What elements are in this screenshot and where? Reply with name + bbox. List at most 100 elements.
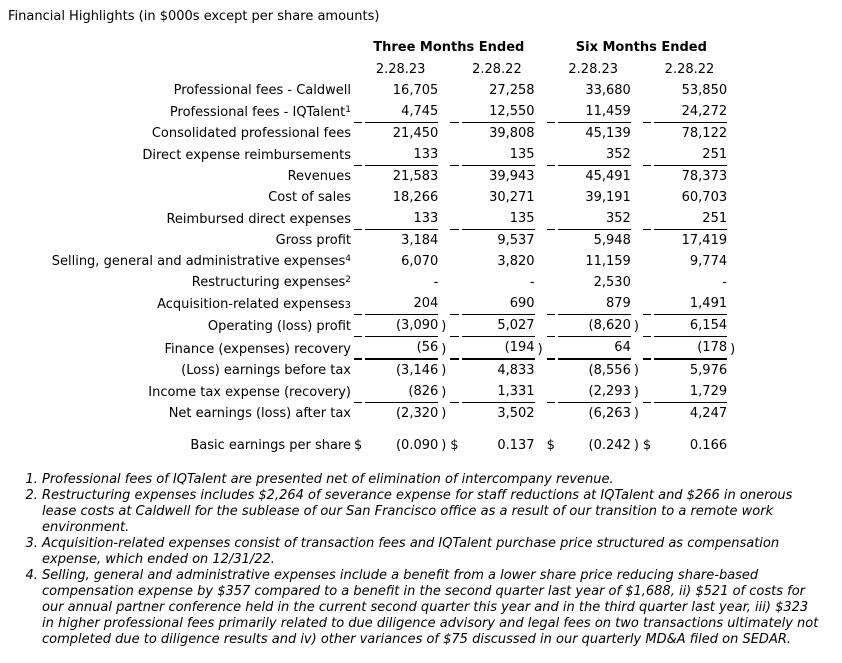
value-cell: 6,154: [654, 315, 728, 337]
value-cell: 135: [461, 144, 535, 166]
table-row: Reimbursed direct expenses 133 135 352 251: [11, 208, 736, 230]
value-cell: 4,745: [365, 101, 439, 123]
currency-cell: [354, 144, 363, 166]
value-cell: 21,450: [392, 126, 439, 141]
value-cell: 6,070: [401, 254, 439, 269]
currency-cell: [643, 166, 651, 187]
currency-cell: [354, 101, 363, 123]
value-cell: 0.137: [497, 438, 535, 453]
currency-cell: $: [354, 438, 363, 453]
currency-cell: [450, 166, 458, 187]
value-cell: (8,620: [557, 315, 631, 337]
table-row: Acquisition-related expenses3 204 690 879 1,…: [11, 293, 736, 315]
currency-cell: [450, 403, 458, 424]
period-header: 2.28.22: [472, 62, 522, 77]
currency-cell: [450, 251, 458, 272]
paren-cell: [538, 315, 544, 337]
footnote-4: Selling, general and administrative expe…: [42, 568, 836, 648]
value-cell: (178: [654, 337, 728, 360]
paren-cell: [441, 230, 447, 251]
currency-cell: [547, 80, 555, 101]
currency-cell: [547, 251, 555, 272]
currency-cell: [450, 293, 459, 315]
paren-cell: [441, 187, 447, 208]
table-row: Direct expense reimbursements 133 135 352 25…: [11, 144, 736, 166]
value-cell: 78,373: [681, 169, 728, 184]
column-group-three-months: Three Months Ended: [373, 40, 525, 55]
paren-cell: [730, 403, 736, 424]
currency-cell: $: [642, 438, 652, 453]
value-cell: 352: [557, 208, 631, 230]
paren-cell: [634, 80, 640, 101]
currency-cell: [354, 381, 363, 403]
table-row: Restructuring expenses2 - - 2,530 -: [11, 272, 736, 293]
currency-cell: [450, 360, 458, 381]
paren-cell: [538, 166, 544, 187]
paren-cell: [538, 272, 544, 293]
value-cell: (2,293: [557, 381, 631, 403]
value-cell: 204: [365, 293, 439, 315]
paren-cell: [634, 144, 640, 166]
paren-cell: ): [633, 438, 639, 453]
paren-cell: [634, 123, 640, 144]
currency-cell: [546, 101, 555, 123]
value-cell: (3,146: [395, 363, 439, 378]
paren-cell: [538, 381, 544, 403]
currency-cell: [450, 208, 459, 230]
row-label: Professional fees - Caldwell: [173, 83, 351, 98]
paren-cell: [538, 208, 544, 230]
currency-cell: [354, 166, 362, 187]
currency-cell: [450, 80, 458, 101]
value-cell: 5,027: [461, 315, 535, 337]
row-label: Gross profit: [275, 233, 351, 248]
paren-cell: [441, 272, 447, 293]
paren-cell: [538, 435, 544, 456]
currency-cell: [354, 293, 363, 315]
paren-cell: [538, 123, 544, 144]
row-label: Cost of sales: [268, 190, 351, 205]
currency-cell: [354, 403, 362, 424]
value-cell: 5,976: [689, 363, 728, 378]
paren-cell: [634, 187, 640, 208]
currency-cell: [450, 187, 458, 208]
paren-cell: [538, 80, 544, 101]
paren-cell: [441, 208, 447, 230]
footnote-1: Professional fees of IQTalent are presen…: [42, 472, 836, 488]
value-cell: 2,530: [593, 275, 631, 290]
paren-cell: [730, 230, 736, 251]
currency-cell: [354, 315, 363, 337]
currency-cell: [642, 101, 652, 123]
paren-cell: [538, 251, 544, 272]
footnote-3: Acquisition-related expenses consist of …: [42, 536, 836, 568]
row-label: Acquisition-related expenses3: [157, 297, 351, 312]
value-cell: (0.242: [588, 438, 631, 453]
currency-cell: [450, 144, 459, 166]
value-cell: 3,820: [497, 254, 535, 269]
paren-cell: [730, 315, 736, 337]
currency-cell: [547, 123, 555, 144]
currency-cell: [547, 272, 555, 293]
currency-cell: $: [546, 438, 555, 453]
value-cell: 879: [557, 293, 631, 315]
header-spacer: [11, 58, 351, 80]
value-cell: -: [722, 275, 728, 290]
currency-cell: [643, 272, 651, 293]
paren-cell: [538, 360, 544, 381]
paren-cell: ): [730, 342, 736, 357]
currency-cell: [643, 187, 651, 208]
currency-cell: [354, 337, 363, 360]
currency-cell: [546, 208, 555, 230]
currency-cell: [546, 381, 555, 403]
paren-cell: [730, 101, 736, 123]
currency-cell: [450, 315, 459, 337]
paren-cell: [441, 166, 447, 187]
page-title: Financial Highlights (in $000s except pe…: [8, 9, 380, 24]
paren-cell: [441, 144, 447, 166]
paren-cell: [538, 293, 544, 315]
value-cell: 1,331: [461, 381, 535, 403]
table-row: Finance (expenses) recovery (56) (194) 64 (1…: [11, 337, 736, 360]
paren-cell: [538, 101, 544, 123]
currency-cell: [354, 123, 362, 144]
currency-cell: [354, 272, 362, 293]
value-cell: (3,090: [365, 315, 439, 337]
